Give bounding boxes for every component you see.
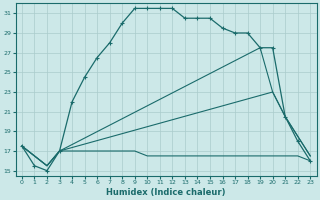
X-axis label: Humidex (Indice chaleur): Humidex (Indice chaleur): [106, 188, 226, 197]
